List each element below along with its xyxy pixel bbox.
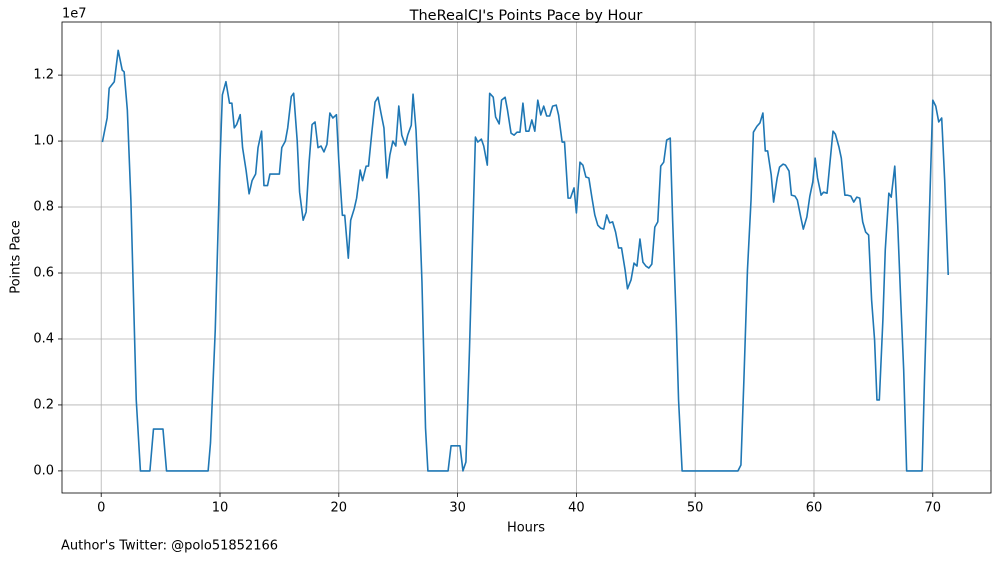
- y-tick-label: 0.8: [33, 200, 54, 215]
- x-axis-label: Hours: [507, 521, 545, 536]
- x-tick-label: 70: [925, 501, 942, 516]
- chart-title: TheRealCJ's Points Pace by Hour: [409, 8, 643, 24]
- y-tick-label: 0.4: [33, 331, 54, 346]
- y-offset-label: 1e7: [62, 7, 87, 22]
- footnote: Author's Twitter: @polo51852166: [61, 539, 278, 554]
- x-tick-label: 10: [212, 501, 229, 516]
- y-tick-label: 0.6: [33, 266, 54, 281]
- x-tick-label: 50: [687, 501, 704, 516]
- x-tick-label: 20: [331, 501, 348, 516]
- x-tick-label: 40: [568, 501, 585, 516]
- x-tick-label: 60: [806, 501, 823, 516]
- y-tick-label: 1.0: [33, 134, 54, 149]
- y-tick-label: 0.2: [33, 397, 54, 412]
- y-tick-label: 1.2: [33, 68, 54, 83]
- y-tick-label: 0.0: [33, 463, 54, 478]
- x-tick-label: 30: [449, 501, 466, 516]
- x-tick-label: 0: [97, 501, 105, 516]
- plot-frame: [61, 21, 992, 494]
- y-axis-label: Points Pace: [9, 220, 24, 294]
- line-series: [101, 49, 950, 472]
